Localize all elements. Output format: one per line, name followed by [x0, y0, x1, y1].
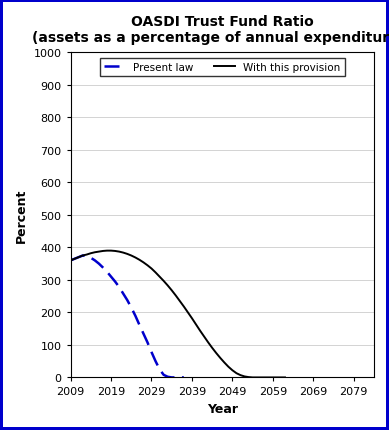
Title: OASDI Trust Fund Ratio
(assets as a percentage of annual expenditures): OASDI Trust Fund Ratio (assets as a perc… [32, 15, 389, 45]
X-axis label: Year: Year [207, 402, 238, 415]
Y-axis label: Percent: Percent [15, 188, 28, 243]
Legend: Present law, With this provision: Present law, With this provision [100, 58, 345, 77]
